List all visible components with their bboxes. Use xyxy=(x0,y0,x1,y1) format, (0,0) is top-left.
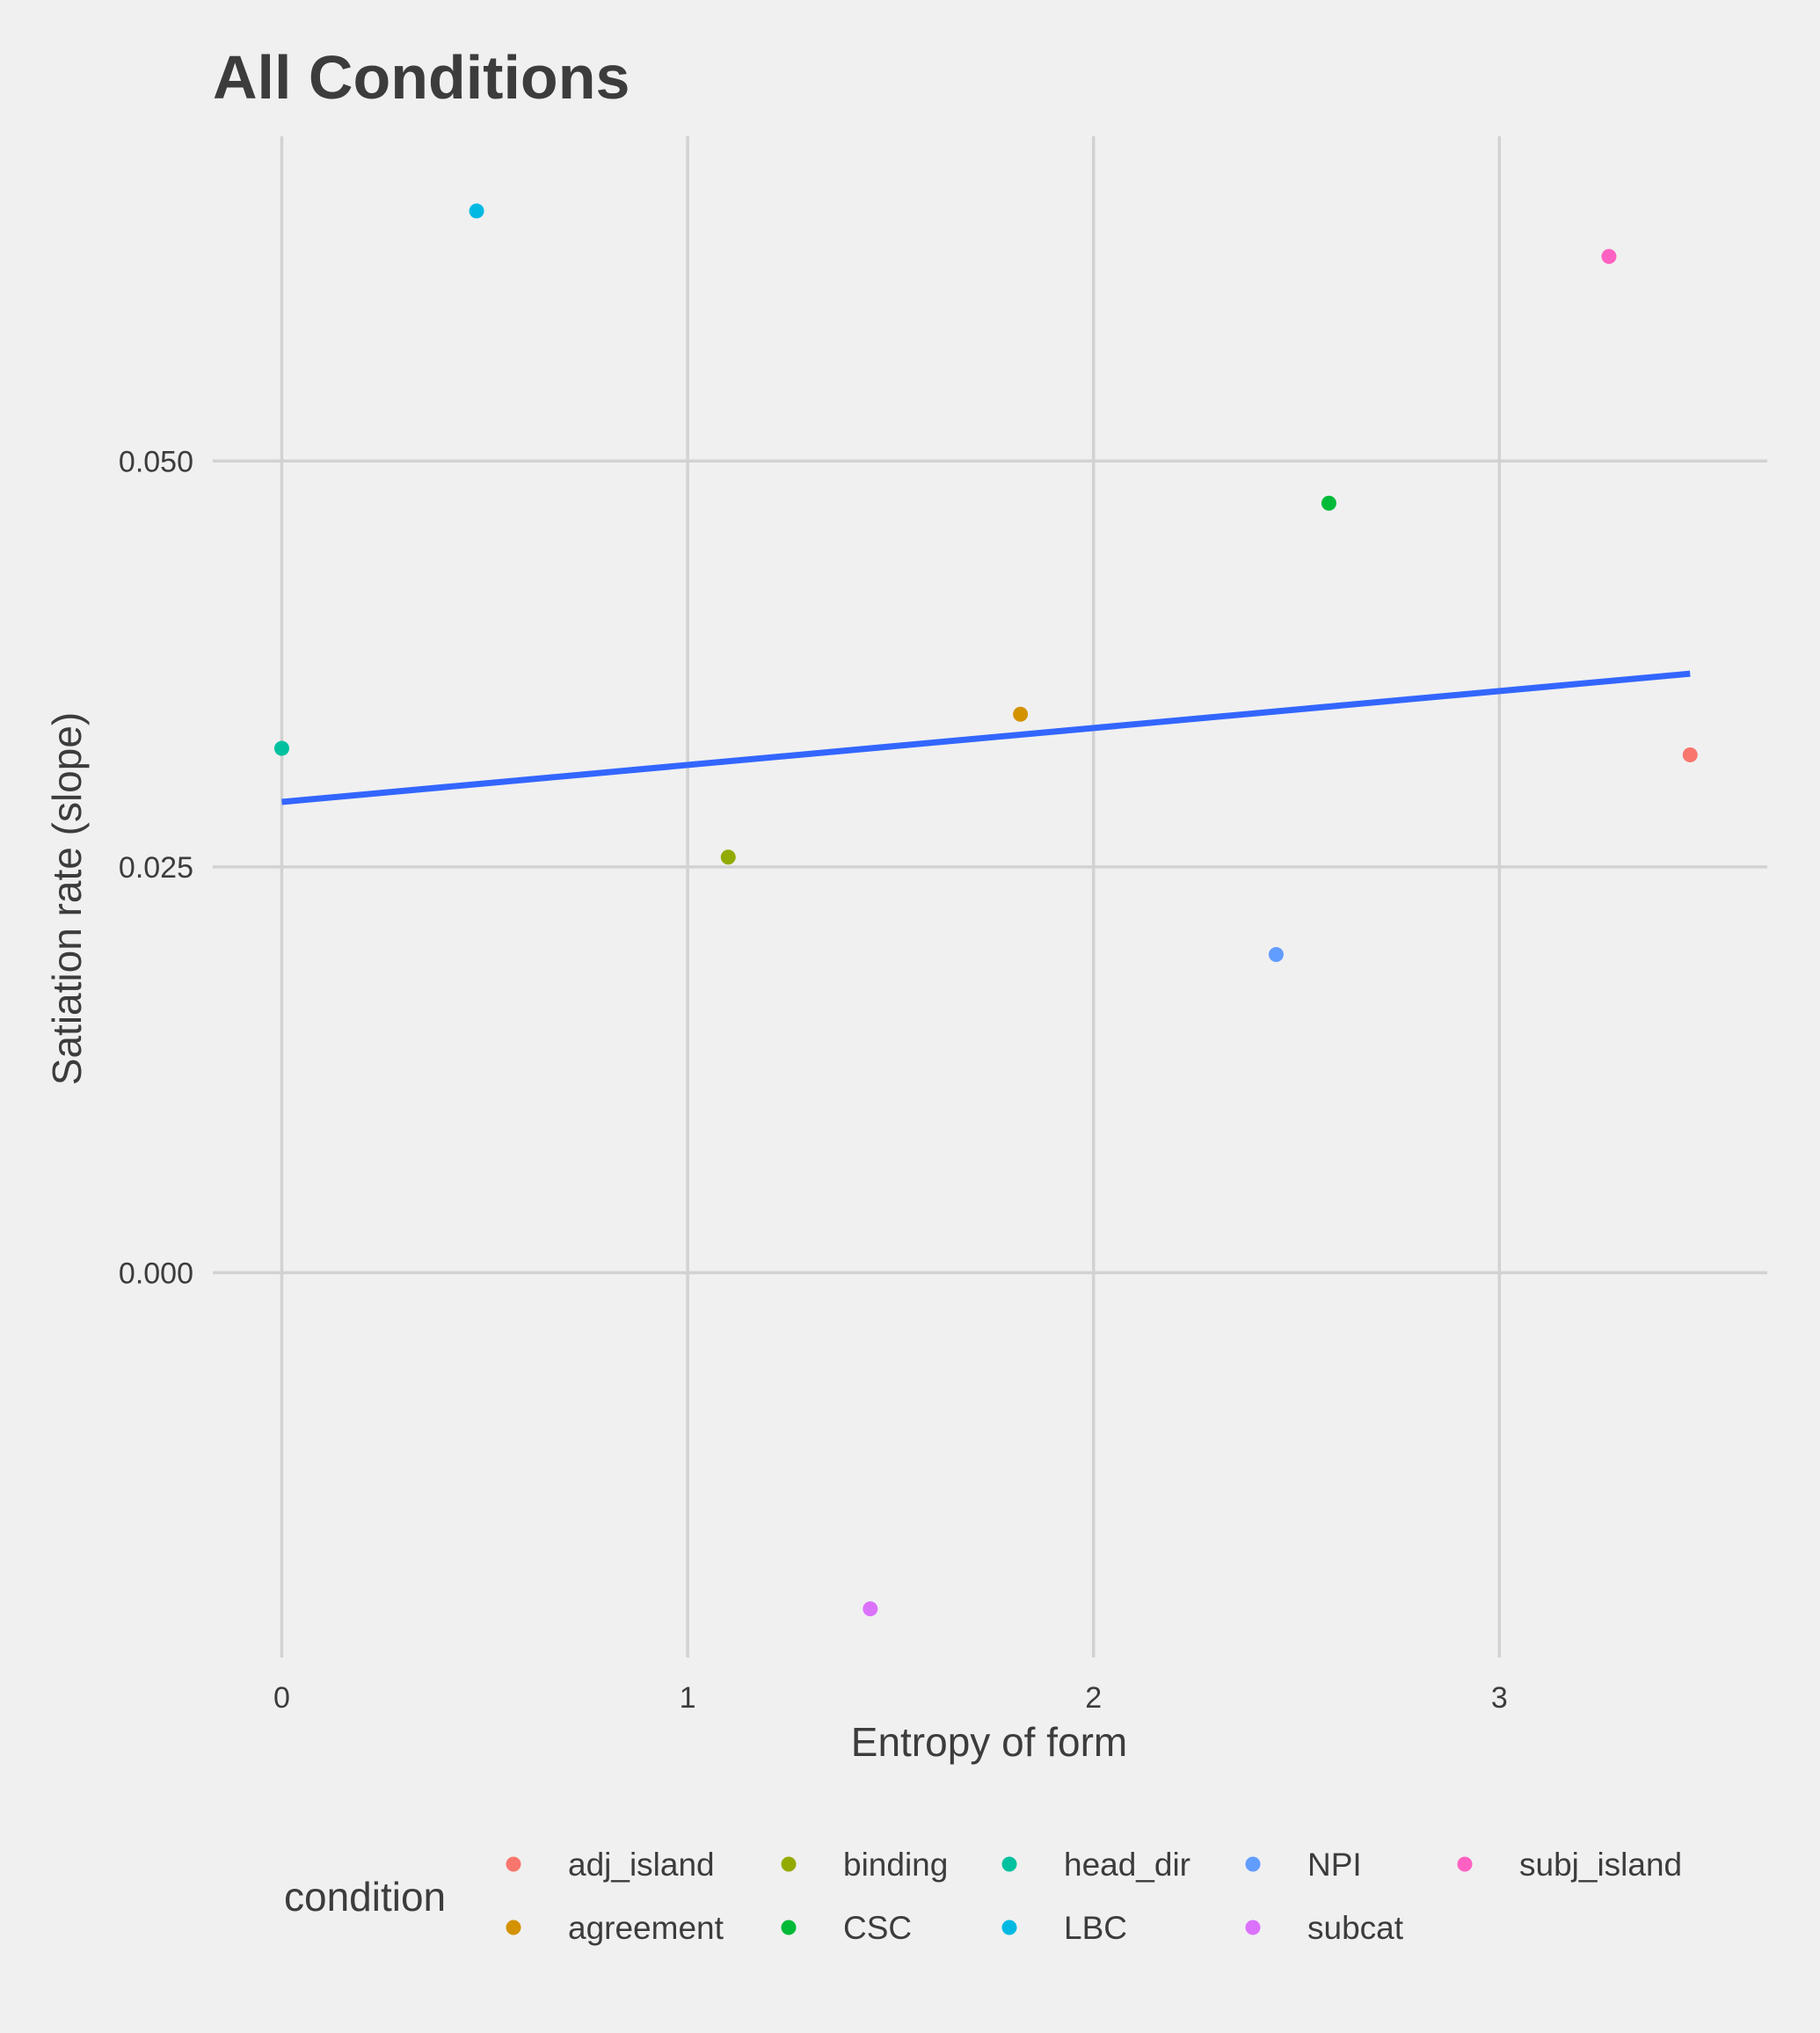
y-tick-label: 0.025 xyxy=(119,851,193,885)
legend-item-subcat: subcat xyxy=(1245,1910,1404,1946)
legend-label: agreement xyxy=(568,1910,724,1946)
legend-item-subj-island: subj_island xyxy=(1457,1847,1682,1883)
x-tick-label: 1 xyxy=(680,1681,696,1715)
legend-item-lbc: LBC xyxy=(1001,1910,1127,1946)
legend-key xyxy=(1001,1920,1017,1935)
legend-label: LBC xyxy=(1064,1910,1127,1946)
x-axis-tick-labels: 0 1 2 3 xyxy=(273,1681,1508,1715)
legend-key xyxy=(781,1920,797,1935)
data-point-npi xyxy=(1268,947,1284,963)
data-point-lbc xyxy=(469,203,484,219)
legend-item-binding: binding xyxy=(781,1847,948,1883)
x-axis-label: Entropy of form xyxy=(851,1719,1127,1765)
legend-item-adj-island: adj_island xyxy=(506,1847,715,1883)
grid-lines xyxy=(213,136,1767,1658)
y-axis-tick-labels: 0.000 0.025 0.050 xyxy=(119,445,193,1290)
legend-item-agreement: agreement xyxy=(506,1910,724,1946)
legend-key xyxy=(781,1856,797,1872)
legend-title: condition xyxy=(284,1874,446,1920)
data-point-head-dir xyxy=(273,740,289,756)
legend-label: subj_island xyxy=(1519,1847,1682,1883)
legend-key xyxy=(1457,1856,1473,1872)
data-point-subj-island xyxy=(1601,249,1617,265)
data-point-csc xyxy=(1321,495,1336,511)
y-axis-label: Satiation rate (slope) xyxy=(44,712,90,1085)
legend-label: NPI xyxy=(1307,1847,1362,1883)
data-point-binding xyxy=(720,849,736,865)
legend-label: adj_island xyxy=(568,1847,715,1883)
legend: adj_island agreement binding CSC head_dir LBC… xyxy=(506,1847,1682,1946)
trend-line xyxy=(281,670,1691,805)
legend-label: binding xyxy=(843,1847,948,1883)
legend-key xyxy=(506,1920,521,1935)
legend-label: head_dir xyxy=(1064,1847,1190,1883)
y-tick-label: 0.000 xyxy=(119,1257,193,1290)
data-points xyxy=(273,203,1698,1617)
legend-item-head-dir: head_dir xyxy=(1001,1847,1190,1883)
trend-line-group xyxy=(281,670,1691,805)
legend-key xyxy=(1245,1856,1261,1872)
x-tick-label: 0 xyxy=(273,1681,290,1715)
legend-key xyxy=(506,1856,521,1872)
legend-label: subcat xyxy=(1307,1910,1404,1946)
data-point-adj-island xyxy=(1682,747,1698,762)
y-tick-label: 0.050 xyxy=(119,445,193,478)
legend-item-npi: NPI xyxy=(1245,1847,1362,1883)
legend-key xyxy=(1001,1856,1017,1872)
legend-key xyxy=(1245,1920,1261,1935)
legend-label: CSC xyxy=(843,1910,912,1946)
data-point-subcat xyxy=(863,1601,878,1617)
x-tick-label: 3 xyxy=(1491,1681,1508,1715)
legend-item-csc: CSC xyxy=(781,1910,912,1946)
chart-title: All Conditions xyxy=(213,43,630,112)
data-point-agreement xyxy=(1013,706,1029,722)
x-tick-label: 2 xyxy=(1085,1681,1102,1715)
